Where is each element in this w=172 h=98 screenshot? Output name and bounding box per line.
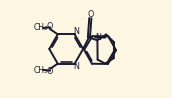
Text: O: O [47,67,53,76]
Text: N: N [95,33,101,42]
Text: N: N [73,62,79,71]
Text: CH₃: CH₃ [34,66,48,75]
Text: O: O [47,22,53,31]
Text: N: N [73,27,79,36]
Text: O: O [87,10,94,19]
Text: CH₃: CH₃ [34,23,48,32]
